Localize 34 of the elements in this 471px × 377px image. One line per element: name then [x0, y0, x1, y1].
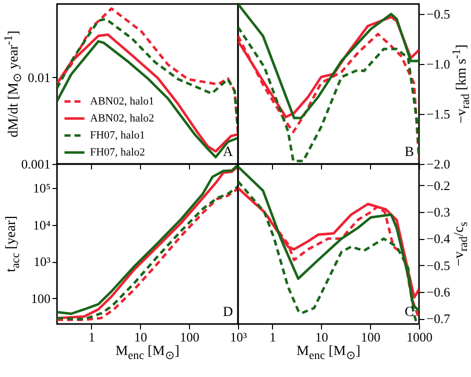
annotation: A	[222, 145, 234, 160]
x-tick-label: 100	[180, 330, 200, 344]
y-tick-label: 0.001	[21, 156, 50, 172]
legend-label: ABN02, halo1	[90, 96, 154, 108]
y-tick-label: 10³	[34, 254, 51, 270]
y2-tick-label: −0.6	[426, 284, 451, 300]
y2-tick-label: −0.4	[426, 231, 451, 246]
y2-tick-label: −0.5	[426, 6, 450, 22]
y2-tick-label: −2.0	[426, 156, 450, 172]
x-tick-label: 1000	[406, 330, 432, 344]
y2-tick-label: −0.3	[426, 204, 450, 220]
x-tick-label: 10³	[230, 330, 248, 344]
y-tick-label: 10⁴	[32, 217, 51, 232]
x-tick-label: 100	[360, 330, 380, 344]
legend-label: FH07, halo1	[90, 130, 145, 142]
x-tick-label: 10	[315, 330, 328, 344]
x-axis-title: M$_{enc}$ [M$_{⊙}$]	[296, 344, 360, 362]
y-tick-label: 100	[31, 290, 50, 306]
y2-tick-label: −0.7	[426, 311, 451, 326]
x-axis-title: M$_{enc}$ [M$_{⊙}$]	[116, 344, 180, 362]
x-tick-label: 1	[88, 330, 95, 344]
x-tick-label: 10	[134, 330, 148, 344]
x-tick-label: 1	[269, 330, 276, 344]
y2-tick-label: −1.5	[426, 106, 450, 122]
y2-tick-label: −0.2	[426, 178, 450, 193]
annotation: C	[404, 305, 414, 320]
legend-label: ABN02, halo2	[90, 112, 154, 124]
legend-label: FH07, halo2	[90, 146, 145, 158]
annotation: B	[404, 145, 414, 160]
y2-tick-label: −1.0	[426, 56, 450, 72]
y-tick-label: 10⁵	[32, 180, 50, 196]
y2-tick-label: −0.5	[426, 258, 450, 273]
y-tick-label: 0.01	[28, 70, 50, 85]
annotation: D	[222, 305, 233, 320]
